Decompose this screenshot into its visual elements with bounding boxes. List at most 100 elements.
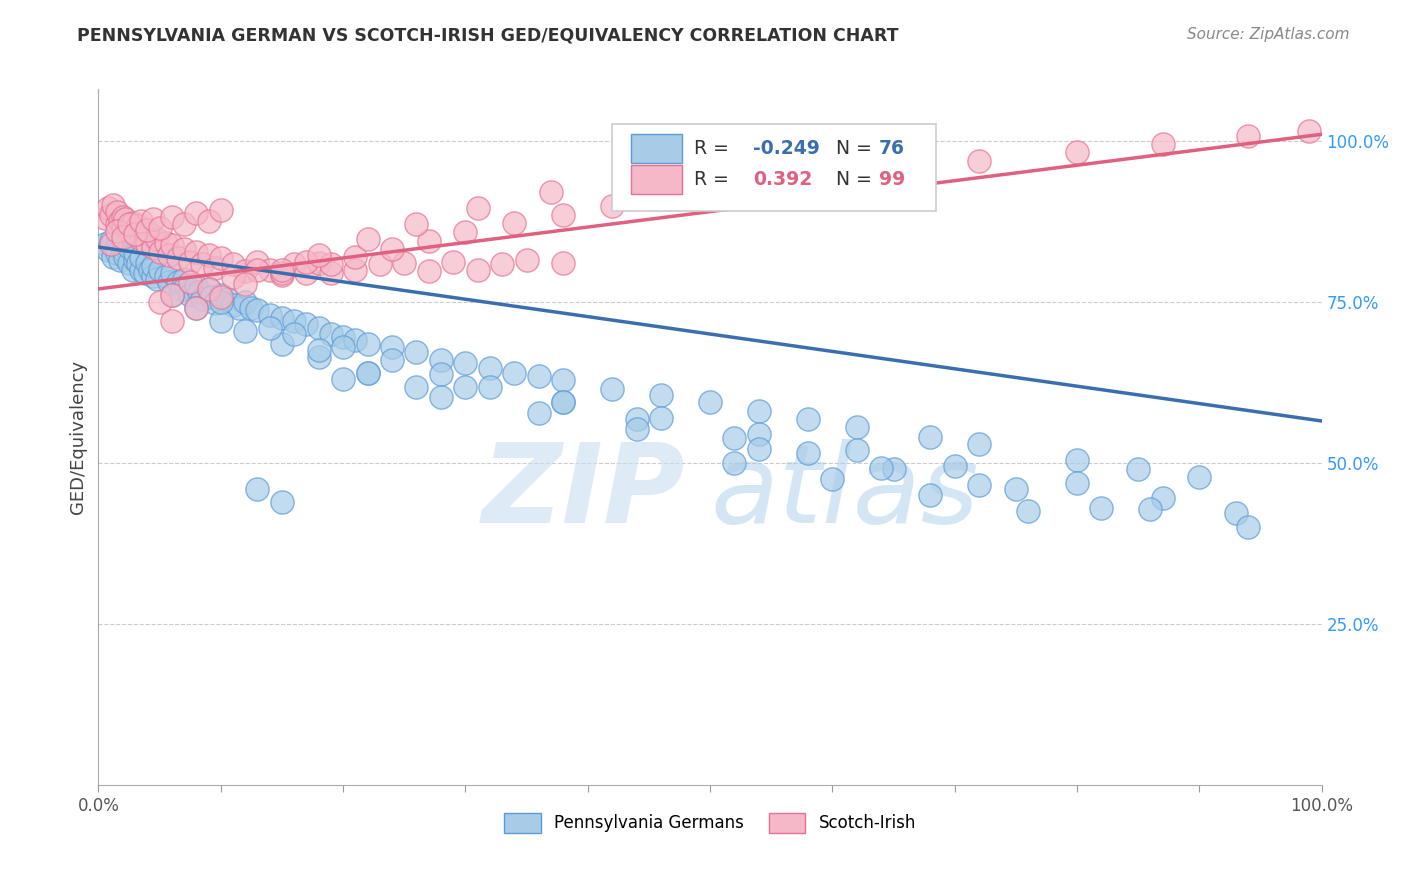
Point bbox=[146, 232, 169, 246]
Point bbox=[1152, 491, 1174, 506]
Point bbox=[478, 380, 501, 394]
Point bbox=[491, 257, 513, 271]
Point bbox=[149, 244, 172, 259]
Point bbox=[626, 422, 648, 436]
Point bbox=[127, 219, 149, 233]
Point bbox=[167, 251, 190, 265]
Point bbox=[136, 222, 159, 236]
Point bbox=[93, 236, 115, 251]
Point bbox=[111, 230, 134, 244]
Point bbox=[100, 208, 122, 222]
Point bbox=[209, 294, 232, 309]
Point bbox=[118, 224, 141, 238]
Point bbox=[1237, 128, 1260, 143]
Point bbox=[209, 314, 232, 328]
Point bbox=[160, 314, 183, 328]
Point bbox=[129, 250, 152, 264]
Point bbox=[405, 380, 427, 394]
Point bbox=[1066, 145, 1088, 160]
Point bbox=[467, 262, 489, 277]
Point bbox=[270, 266, 294, 280]
Point bbox=[114, 212, 136, 227]
Point bbox=[332, 372, 354, 386]
Point bbox=[197, 282, 219, 296]
Point bbox=[240, 301, 263, 316]
Point bbox=[381, 340, 404, 354]
Point bbox=[600, 199, 623, 213]
Point bbox=[176, 278, 198, 293]
Point bbox=[821, 472, 844, 486]
Point bbox=[650, 388, 672, 402]
Point bbox=[748, 426, 770, 441]
Point bbox=[295, 318, 318, 332]
Point bbox=[540, 186, 562, 200]
Point bbox=[186, 206, 208, 220]
Point bbox=[136, 236, 159, 251]
Point bbox=[723, 182, 745, 196]
Point bbox=[197, 214, 219, 228]
Point bbox=[160, 266, 183, 280]
Point bbox=[105, 224, 128, 238]
Point bbox=[160, 238, 183, 252]
Point bbox=[187, 285, 209, 300]
Point bbox=[173, 218, 195, 232]
Point bbox=[173, 242, 195, 256]
Point bbox=[246, 302, 269, 317]
Point bbox=[797, 412, 820, 426]
Point bbox=[870, 461, 893, 475]
Point bbox=[920, 488, 942, 502]
Point bbox=[1225, 506, 1247, 520]
Text: N =: N = bbox=[824, 170, 877, 189]
Point bbox=[204, 261, 226, 276]
Point bbox=[503, 216, 526, 230]
Point bbox=[160, 288, 183, 302]
Point bbox=[233, 277, 256, 291]
Point bbox=[233, 324, 256, 338]
Point bbox=[209, 288, 232, 302]
Point bbox=[883, 462, 905, 476]
Point bbox=[405, 218, 427, 232]
Point bbox=[186, 278, 208, 293]
Point bbox=[441, 255, 464, 269]
Point bbox=[111, 220, 134, 235]
Point bbox=[883, 162, 905, 177]
Point bbox=[110, 214, 132, 228]
Point bbox=[553, 208, 575, 222]
Point bbox=[295, 266, 318, 280]
Point bbox=[101, 198, 124, 212]
Point bbox=[121, 262, 143, 277]
Point bbox=[142, 212, 165, 227]
Point bbox=[100, 234, 122, 248]
Point bbox=[157, 276, 180, 290]
Point bbox=[845, 442, 868, 457]
Point bbox=[111, 210, 134, 224]
Point bbox=[259, 308, 281, 322]
Point bbox=[308, 343, 330, 357]
Point bbox=[308, 320, 330, 334]
Point bbox=[179, 255, 201, 269]
Point bbox=[209, 251, 232, 265]
Point bbox=[259, 262, 281, 277]
Point bbox=[478, 360, 501, 375]
Text: R =: R = bbox=[695, 139, 735, 158]
Point bbox=[105, 204, 128, 219]
Point bbox=[170, 282, 193, 296]
Point bbox=[356, 336, 378, 351]
Text: 0.392: 0.392 bbox=[752, 170, 813, 189]
Point bbox=[430, 352, 453, 367]
Point bbox=[332, 330, 354, 344]
Point bbox=[1188, 470, 1211, 484]
Point bbox=[392, 256, 416, 270]
Point bbox=[149, 220, 172, 235]
Point bbox=[503, 366, 526, 380]
Point bbox=[105, 218, 128, 232]
Point bbox=[344, 262, 367, 277]
Point bbox=[167, 276, 190, 290]
Point bbox=[748, 442, 770, 456]
Point bbox=[246, 255, 269, 269]
Point bbox=[191, 292, 214, 306]
Point bbox=[319, 326, 342, 341]
Point bbox=[1004, 482, 1026, 496]
Point bbox=[100, 236, 122, 251]
Point bbox=[270, 262, 294, 277]
